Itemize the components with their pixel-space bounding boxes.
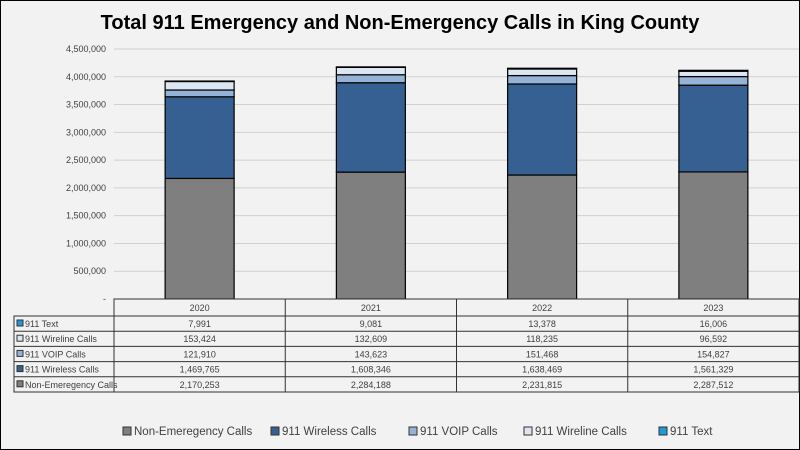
table-header-year: 2021 xyxy=(361,303,381,313)
legend-item-label: 911 Wireline Calls xyxy=(535,426,627,438)
bar-segment xyxy=(507,83,578,176)
y-tick-label: 3,000,000 xyxy=(66,127,106,137)
legend-swatch-icon xyxy=(270,426,280,436)
legend-item-label: 911 VOIP Calls xyxy=(420,426,498,438)
bar-segment xyxy=(678,70,749,78)
bar-segment xyxy=(164,80,235,91)
legend-key-icon xyxy=(16,349,24,357)
legend-key-icon xyxy=(16,319,24,327)
legend-key-icon xyxy=(16,380,24,388)
legend-item-label: 911 Text xyxy=(670,426,713,438)
table-header-year: 2023 xyxy=(703,303,723,313)
table-header-year: 2020 xyxy=(190,303,210,313)
legend-item-label: 911 Wireless Calls xyxy=(282,426,377,438)
table-cell-value: 13,378 xyxy=(528,319,556,329)
bar-segment xyxy=(678,171,749,300)
y-tick-label: 2,500,000 xyxy=(66,155,106,165)
y-tick-label: 3,500,000 xyxy=(66,100,106,110)
table-row-label: 911 VOIP Calls xyxy=(25,349,86,359)
bar-segment xyxy=(164,96,235,180)
legend-swatch-icon xyxy=(658,426,668,436)
table-cell-value: 96,592 xyxy=(700,334,728,344)
table-cell-value: 1,638,469 xyxy=(522,365,562,375)
table-cell-value: 143,623 xyxy=(355,349,388,359)
table-cell-value: 2,231,815 xyxy=(522,380,562,390)
bar-segment xyxy=(507,68,578,77)
bar-segment xyxy=(507,67,578,70)
table-cell-value: 16,006 xyxy=(700,319,728,329)
table-cell-value: 153,424 xyxy=(183,334,216,344)
table-row-label: Non-Emeregency Calls xyxy=(25,380,118,390)
bar-segment xyxy=(164,89,235,98)
bar-segment xyxy=(678,69,749,72)
table-cell-value: 9,081 xyxy=(360,319,383,329)
bar-segment xyxy=(164,177,235,300)
legend-swatch-icon xyxy=(523,426,533,436)
table-row-label: 911 Text xyxy=(25,319,59,329)
table-cell-value: 2,284,188 xyxy=(351,380,391,390)
y-tick-label: 4,500,000 xyxy=(66,44,106,54)
table-cell-value: 154,827 xyxy=(697,349,730,359)
table-cell-value: 121,910 xyxy=(183,349,216,359)
table-row-label: 911 Wireless Calls xyxy=(25,365,99,375)
table-cell-value: 151,468 xyxy=(526,349,559,359)
bar-segment xyxy=(335,82,406,173)
legend-swatch-icon xyxy=(408,426,418,436)
bar-segment xyxy=(164,80,235,83)
legend-swatch-icon xyxy=(122,426,132,436)
bar-segment xyxy=(335,66,406,69)
chart-title: Total 911 Emergency and Non-Emergency Ca… xyxy=(101,12,701,34)
y-tick-label: 500,000 xyxy=(73,266,106,276)
legend-key-icon xyxy=(16,334,24,342)
table-cell-value: 7,991 xyxy=(188,319,211,329)
table-header-year: 2022 xyxy=(532,303,552,313)
table-cell-value: 118,235 xyxy=(526,334,558,344)
bar-segment xyxy=(335,74,406,84)
y-tick-label: - xyxy=(103,294,106,304)
bar-segment xyxy=(678,75,749,86)
table-cell-value: 132,609 xyxy=(355,334,388,344)
table-cell-value: 2,287,512 xyxy=(693,380,733,390)
table-cell-value: 1,608,346 xyxy=(351,365,391,375)
table-cell-value: 1,469,765 xyxy=(180,365,220,375)
bar-segment xyxy=(335,171,406,300)
bar-segment xyxy=(507,174,578,300)
y-tick-label: 2,000,000 xyxy=(66,183,106,193)
table-row-label: 911 Wireline Calls xyxy=(25,334,97,344)
table-cell-value: 2,170,253 xyxy=(180,380,220,390)
legend-item-label: Non-Emeregency Calls xyxy=(134,426,252,438)
bar-segment xyxy=(678,84,749,173)
bar-segment xyxy=(507,74,578,85)
table-cell-value: 1,561,329 xyxy=(693,365,733,375)
y-tick-label: 1,500,000 xyxy=(66,211,106,221)
bar-segment xyxy=(335,66,406,76)
table-body xyxy=(13,315,800,393)
legend-key-icon xyxy=(16,365,24,373)
y-tick-label: 4,000,000 xyxy=(66,72,106,82)
y-tick-label: 1,000,000 xyxy=(66,238,106,248)
